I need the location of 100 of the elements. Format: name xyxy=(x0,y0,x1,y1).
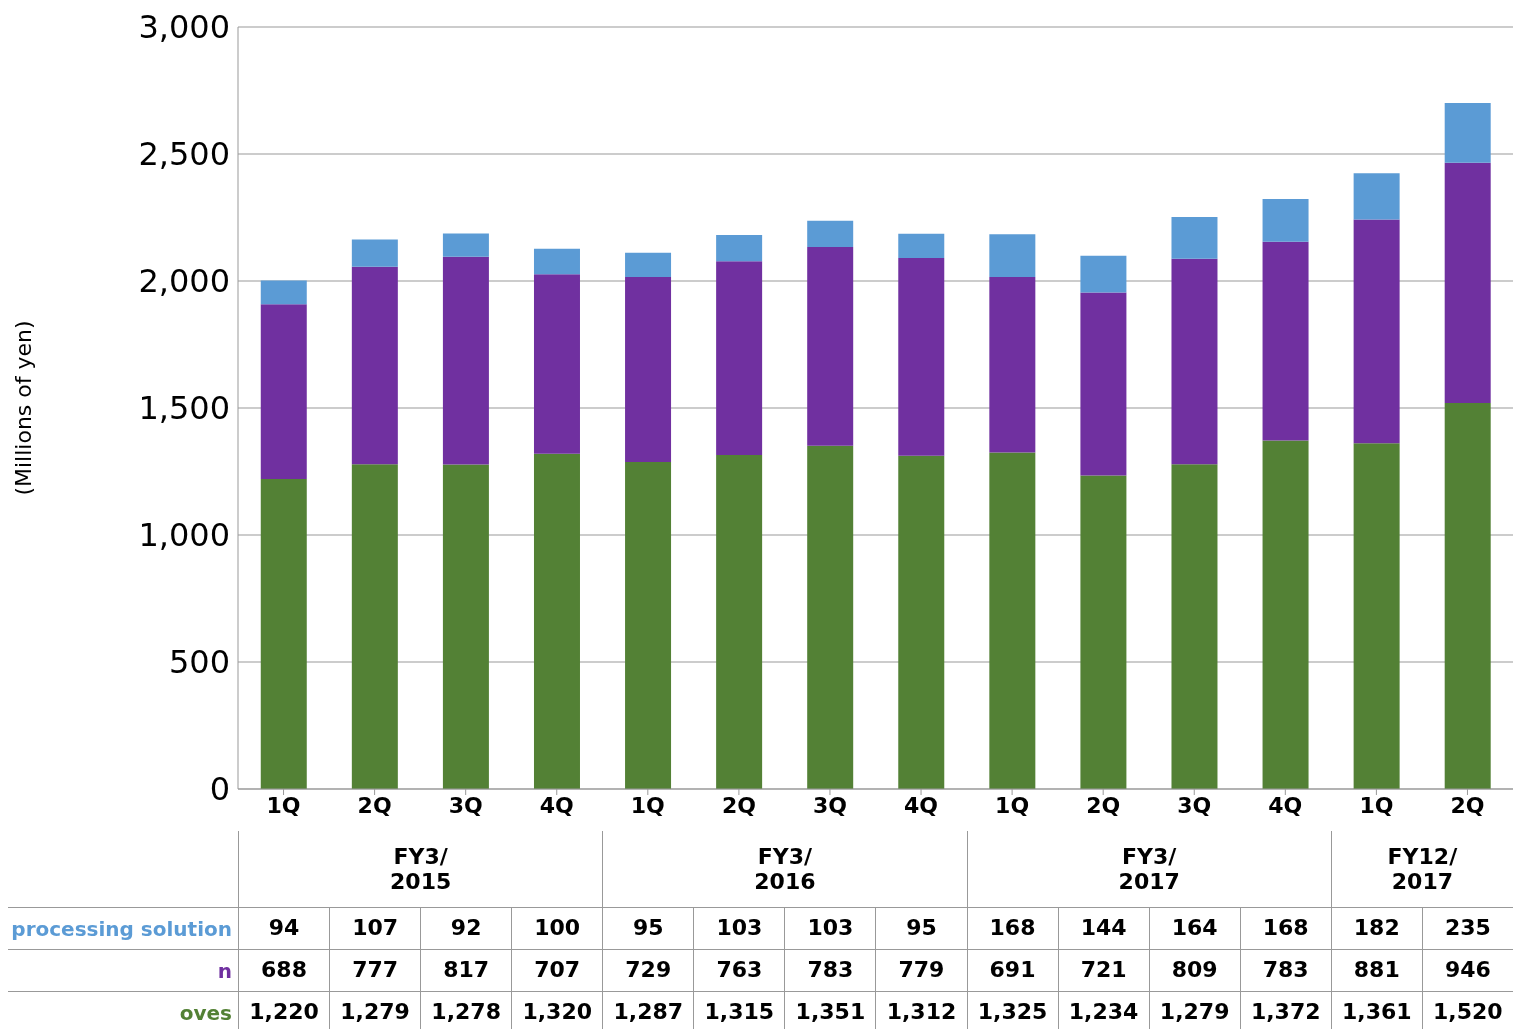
data-label: 1,372 xyxy=(1239,992,1331,1029)
text: FY12/2017 xyxy=(1387,844,1458,894)
bar xyxy=(351,266,398,465)
y-tick-label: 0 xyxy=(209,770,230,809)
x-tick-label: 3Q xyxy=(448,792,483,818)
data-label: 1,220 xyxy=(238,992,330,1029)
data-label: 107 xyxy=(329,908,421,949)
data-label: 1,279 xyxy=(1148,992,1240,1029)
bar xyxy=(1353,219,1400,444)
bar xyxy=(807,220,854,247)
data-label: 1,320 xyxy=(511,992,603,1029)
data-label: 94 xyxy=(238,908,330,949)
bar xyxy=(1080,475,1127,789)
text: FY3/2016 xyxy=(753,844,817,894)
bar xyxy=(533,274,580,454)
bar xyxy=(1444,102,1491,163)
x-tick-label: 1Q xyxy=(1359,792,1394,818)
data-label: 1,351 xyxy=(784,992,876,1029)
data-label: 721 xyxy=(1057,950,1149,991)
data-label: 946 xyxy=(1421,950,1513,991)
data-label: 779 xyxy=(875,950,967,991)
data-label: 103 xyxy=(693,908,785,949)
bar xyxy=(1080,292,1127,476)
bar xyxy=(1262,440,1309,789)
data-label: 691 xyxy=(966,950,1058,991)
bar xyxy=(898,233,945,258)
bar xyxy=(989,276,1036,453)
x-tick-label: 2Q xyxy=(357,792,392,818)
y-tick-label: 2,000 xyxy=(138,262,230,301)
data-label: 1,361 xyxy=(1330,992,1422,1029)
data-label: 235 xyxy=(1421,908,1513,949)
data-label: 144 xyxy=(1057,908,1149,949)
data-label: 1,234 xyxy=(1057,992,1149,1029)
data-label: 809 xyxy=(1148,950,1240,991)
data-label: 817 xyxy=(420,950,512,991)
text: oves xyxy=(179,1000,232,1025)
data-label: 881 xyxy=(1330,950,1422,991)
y-tick-label: 500 xyxy=(168,643,230,682)
bar xyxy=(898,257,945,456)
bar xyxy=(989,234,1036,277)
bar xyxy=(716,261,763,455)
bar xyxy=(1171,258,1218,465)
bar xyxy=(1444,162,1491,403)
bar xyxy=(1444,402,1491,789)
x-tick-label: 2Q xyxy=(1450,792,1485,818)
y-tick-label: 1,500 xyxy=(138,389,230,428)
data-label: 168 xyxy=(1239,908,1331,949)
data-label: 707 xyxy=(511,950,603,991)
bar xyxy=(716,454,763,789)
y-axis-title: (Millions of yen) xyxy=(10,320,36,496)
bar xyxy=(1262,198,1309,242)
bar xyxy=(442,233,489,257)
bar xyxy=(625,276,672,463)
bar xyxy=(533,453,580,789)
data-label: 777 xyxy=(329,950,421,991)
bar xyxy=(807,246,854,446)
bar xyxy=(625,462,672,789)
bar xyxy=(1171,216,1218,259)
bar xyxy=(716,235,763,262)
x-tick-label: 3Q xyxy=(812,792,847,818)
x-tick-label: 1Q xyxy=(630,792,665,818)
x-tick-label: 2Q xyxy=(1086,792,1121,818)
data-label: 1,287 xyxy=(602,992,694,1029)
bar xyxy=(807,445,854,789)
x-tick-label: 4Q xyxy=(1268,792,1303,818)
text: FY3/2017 xyxy=(1117,844,1181,894)
bar xyxy=(260,479,307,789)
data-label: 95 xyxy=(602,908,694,949)
data-label: 783 xyxy=(784,950,876,991)
bar xyxy=(1080,255,1127,293)
bar xyxy=(1262,241,1309,441)
data-label: 100 xyxy=(511,908,603,949)
data-label: 164 xyxy=(1148,908,1240,949)
y-tick-label: 1,000 xyxy=(138,516,230,555)
bar xyxy=(351,464,398,789)
bar xyxy=(442,256,489,465)
bar xyxy=(1353,173,1400,220)
data-label: 103 xyxy=(784,908,876,949)
x-tick-label: 1Q xyxy=(266,792,301,818)
bar xyxy=(1171,464,1218,789)
data-label: 168 xyxy=(966,908,1058,949)
x-tick-label: 4Q xyxy=(904,792,939,818)
x-tick-label: 1Q xyxy=(995,792,1030,818)
bar xyxy=(989,452,1036,789)
bar xyxy=(442,464,489,789)
data-label: 1,279 xyxy=(329,992,421,1029)
data-label: 95 xyxy=(875,908,967,949)
bar xyxy=(260,280,307,305)
data-label: 1,315 xyxy=(693,992,785,1029)
bar xyxy=(1353,443,1400,789)
data-label: 688 xyxy=(238,950,330,991)
y-tick-label: 2,500 xyxy=(138,135,230,174)
text: n xyxy=(217,958,232,983)
y-tick-label: 3,000 xyxy=(138,8,230,47)
x-tick-label: 3Q xyxy=(1177,792,1212,818)
bar xyxy=(898,455,945,789)
text: FY3/2015 xyxy=(389,844,453,894)
data-label: 92 xyxy=(420,908,512,949)
data-label: 1,325 xyxy=(966,992,1058,1029)
data-label: 1,278 xyxy=(420,992,512,1029)
